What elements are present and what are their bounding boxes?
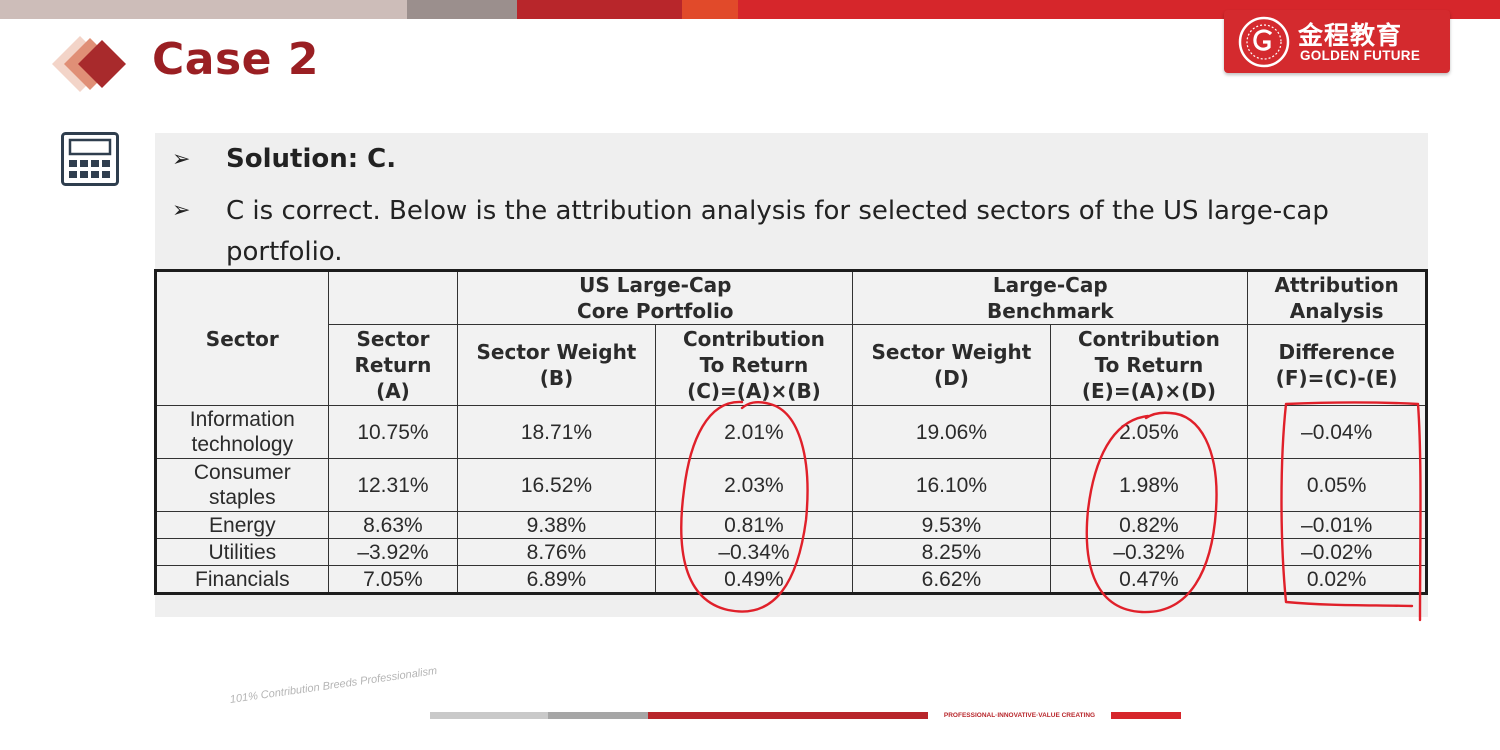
- footer-bar: PROFESSIONAL·INNOVATIVE·VALUE CREATING: [430, 712, 1181, 719]
- header-difference: Difference (F)=(C)-(E): [1247, 324, 1427, 406]
- header-portfolio-group: US Large-Cap Core Portfolio: [457, 270, 854, 325]
- sector-cell: Information technology: [155, 405, 329, 459]
- explanation-bullet: ➢ C is correct. Below is the attribution…: [172, 195, 1416, 273]
- portfolio-contribution-cell: –0.34%: [654, 538, 854, 566]
- logo-chinese-name: 金程教育: [1298, 21, 1403, 50]
- difference-cell: –0.02%: [1247, 538, 1427, 566]
- header-portfolio-weight: Sector Weight (B): [457, 324, 656, 406]
- portfolio-weight-cell: 16.52%: [457, 458, 656, 512]
- bullet-arrow-icon: ➢: [172, 147, 191, 172]
- portfolio-weight-cell: 8.76%: [457, 538, 656, 566]
- portfolio-contribution-cell: 0.81%: [654, 511, 854, 539]
- benchmark-contribution-cell: 0.47%: [1049, 565, 1249, 594]
- difference-cell: –0.01%: [1247, 511, 1427, 539]
- attribution-table: Sector US Large-Cap Core Portfolio Large…: [154, 269, 1428, 595]
- top-color-strip: [0, 0, 1500, 19]
- table-row: Consumer staples 12.31% 16.52% 2.03% 16.10% 1…: [155, 458, 1427, 512]
- header-benchmark-contribution: Contribution To Return (E)=(A)×(D): [1049, 324, 1249, 406]
- benchmark-contribution-cell: –0.32%: [1049, 538, 1249, 566]
- difference-cell: 0.05%: [1247, 458, 1427, 512]
- title-diamond-icon: [52, 36, 126, 92]
- portfolio-contribution-cell: 2.03%: [654, 458, 854, 512]
- portfolio-weight-cell: 9.38%: [457, 511, 656, 539]
- table-row: Information technology 10.75% 18.71% 2.01% 1…: [155, 405, 1427, 459]
- header-sector-return: Sector Return (A): [327, 324, 459, 406]
- benchmark-weight-cell: 6.62%: [852, 565, 1051, 594]
- table-row: Energy 8.63% 9.38% 0.81% 9.53% 0.82% –0.01%: [155, 511, 1427, 539]
- sector-cell: Consumer staples: [155, 458, 329, 512]
- footer-tagline: PROFESSIONAL·INNOVATIVE·VALUE CREATING: [928, 712, 1111, 719]
- difference-cell: 0.02%: [1247, 565, 1427, 594]
- header-sector: Sector: [155, 270, 329, 406]
- footer-slogan: 101% Contribution Breeds Professionalism: [229, 664, 438, 706]
- benchmark-weight-cell: 9.53%: [852, 511, 1051, 539]
- header-benchmark-group: Large-Cap Benchmark: [852, 270, 1249, 325]
- sector-return-cell: 10.75%: [327, 405, 459, 459]
- portfolio-contribution-cell: 2.01%: [654, 405, 854, 459]
- benchmark-weight-cell: 8.25%: [852, 538, 1051, 566]
- table-row: Utilities –3.92% 8.76% –0.34% 8.25% –0.32% –0.…: [155, 538, 1427, 566]
- solution-text: Solution: C.: [226, 144, 397, 174]
- sector-cell: Financials: [155, 565, 329, 594]
- bullet-arrow-icon: ➢: [172, 198, 191, 223]
- benchmark-contribution-cell: 2.05%: [1049, 405, 1249, 459]
- header-benchmark-weight: Sector Weight (D): [852, 324, 1051, 406]
- benchmark-contribution-cell: 0.82%: [1049, 511, 1249, 539]
- solution-bullet: ➢ Solution: C.: [172, 144, 396, 174]
- calculator-icon: [61, 132, 119, 186]
- benchmark-contribution-cell: 1.98%: [1049, 458, 1249, 512]
- sector-return-cell: 12.31%: [327, 458, 459, 512]
- logo-english-name: GOLDEN FUTURE: [1300, 48, 1421, 63]
- difference-cell: –0.04%: [1247, 405, 1427, 459]
- sector-return-cell: 7.05%: [327, 565, 459, 594]
- portfolio-weight-cell: 6.89%: [457, 565, 656, 594]
- header-empty: [327, 270, 459, 325]
- header-portfolio-contribution: Contribution To Return (C)=(A)×(B): [654, 324, 854, 406]
- sector-cell: Utilities: [155, 538, 329, 566]
- slide-title: Case 2: [152, 34, 319, 85]
- sector-return-cell: –3.92%: [327, 538, 459, 566]
- golden-future-logo: 金程教育 GOLDEN FUTURE: [1224, 10, 1450, 73]
- logo-seal-icon: [1238, 16, 1290, 68]
- portfolio-weight-cell: 18.71%: [457, 405, 656, 459]
- benchmark-weight-cell: 19.06%: [852, 405, 1051, 459]
- benchmark-weight-cell: 16.10%: [852, 458, 1051, 512]
- explanation-text: C is correct. Below is the attribution a…: [226, 196, 1329, 267]
- header-attribution-group: Attribution Analysis: [1247, 270, 1427, 325]
- portfolio-contribution-cell: 0.49%: [654, 565, 854, 594]
- sector-cell: Energy: [155, 511, 329, 539]
- sector-return-cell: 8.63%: [327, 511, 459, 539]
- table-row: Financials 7.05% 6.89% 0.49% 6.62% 0.47% 0.02%: [155, 565, 1427, 594]
